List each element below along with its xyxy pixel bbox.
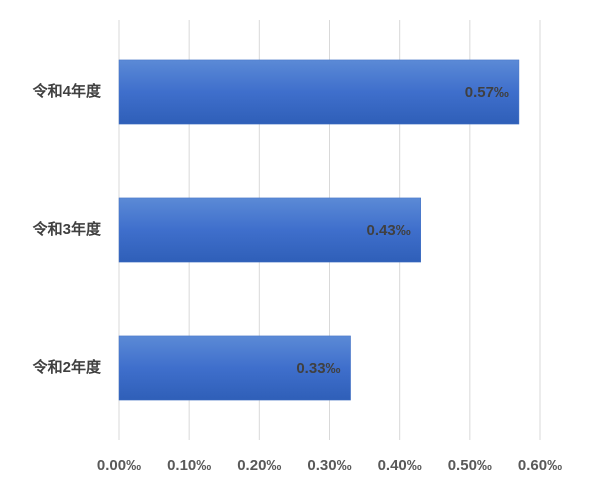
value-label: 0.33‰ [296,360,340,377]
x-tick-label: 0.40‰ [378,457,422,474]
bar [118,335,351,401]
y-tick-label: 令和4年度 [33,82,102,100]
x-tick-label: 0.60‰ [518,457,562,474]
value-label: 0.43‰ [367,222,411,239]
x-tick-label: 0.20‰ [237,457,281,474]
y-tick-label: 令和3年度 [33,220,102,238]
x-tick-label: 0.00‰ [97,457,141,474]
x-tick-label: 0.50‰ [448,457,492,474]
x-tick-label: 0.10‰ [167,457,211,474]
bar [118,59,520,125]
bar [118,197,421,263]
y-tick-label: 令和2年度 [33,358,102,376]
x-tick-label: 0.30‰ [307,457,351,474]
value-label: 0.57‰ [465,84,509,101]
